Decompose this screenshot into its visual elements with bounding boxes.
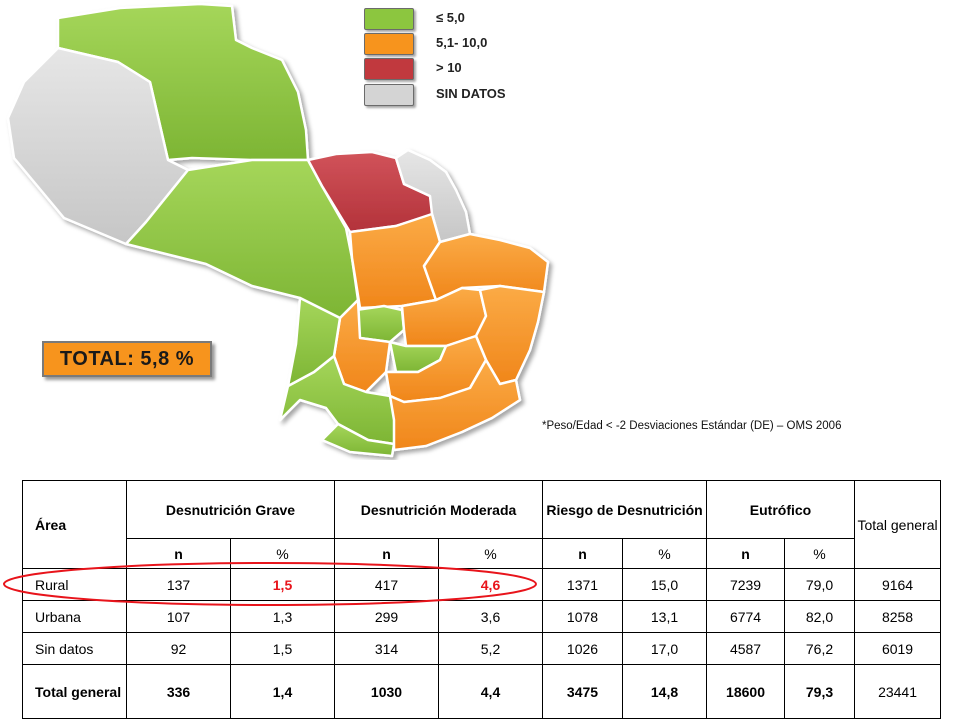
col-header-moderada: Desnutrición Moderada	[334, 480, 543, 539]
table-cell-highlight: 1,5	[230, 568, 335, 601]
legend-label: > 10	[436, 60, 462, 75]
orange-swatch-icon	[364, 33, 414, 55]
table-cell: 13,1	[621, 600, 708, 633]
table-cell: 1,5	[230, 632, 335, 665]
table-cell: 92	[126, 632, 231, 665]
green-swatch-icon	[364, 8, 414, 30]
table-cell: 107	[126, 600, 231, 633]
table-cell: 417	[334, 568, 439, 601]
region-amambay	[394, 148, 472, 244]
table-row-total-general: Total general 336 1,4 1030 4,4 3475 14,8…	[22, 664, 942, 719]
legend-item-green: ≤ 5,0	[364, 8, 465, 30]
gray-swatch-icon	[364, 84, 414, 106]
table-cell: 82,0	[784, 600, 856, 633]
subheader-n: n	[706, 538, 786, 569]
paraguay-map	[6, 2, 550, 458]
table-cell: 79,0	[784, 568, 856, 601]
table-cell: 17,0	[621, 632, 708, 665]
table-row-rural: Rural 137 1,5 417 4,6 1371 15,0 7239 79,…	[22, 568, 942, 601]
region-paraguari	[286, 296, 342, 388]
table-cell: 4587	[706, 632, 786, 665]
table-cell: 79,3	[784, 664, 856, 719]
table-cell: 1030	[334, 664, 439, 719]
red-swatch-icon	[364, 58, 414, 80]
subheader-n: n	[542, 538, 623, 569]
legend-label: ≤ 5,0	[436, 10, 465, 25]
table-cell: 1026	[542, 632, 623, 665]
table-cell: 7239	[706, 568, 786, 601]
col-header-grave: Desnutrición Grave	[126, 480, 335, 539]
col-header-eutrofico: Eutrófico	[706, 480, 856, 539]
col-header-riesgo: Riesgo de Desnutrición	[541, 480, 708, 539]
region-itapua	[388, 358, 522, 452]
table-cell: 3,6	[438, 600, 543, 633]
legend-item-gray: SIN DATOS	[364, 84, 506, 106]
subheader-n: n	[334, 538, 439, 569]
table-cell: 3475	[542, 664, 623, 719]
legend-item-red: > 10	[364, 58, 462, 80]
table-cell: 299	[334, 600, 439, 633]
subheader-n: n	[126, 538, 231, 569]
region-misiones	[320, 422, 396, 458]
table-cell: 76,2	[784, 632, 856, 665]
row-label: Urbana	[22, 600, 127, 633]
table-cell-total: 6019	[854, 632, 942, 665]
footnote: *Peso/Edad < -2 Desviaciones Estándar (D…	[542, 420, 842, 432]
table-cell: 1,3	[230, 600, 335, 633]
table-cell: 5,2	[438, 632, 543, 665]
row-label: Total general	[22, 664, 127, 719]
table-cell: 336	[126, 664, 231, 719]
subheader-pct: %	[621, 538, 708, 569]
col-header-area: Área	[22, 480, 127, 569]
table-cell: 1078	[542, 600, 623, 633]
table-row-sin-datos: Sin datos 92 1,5 314 5,2 1026 17,0 4587 …	[22, 632, 942, 665]
subheader-pct: %	[784, 538, 856, 569]
table-subheader-row: n % n % n % n %	[23, 538, 941, 569]
table-cell-highlight: 4,6	[438, 568, 543, 601]
data-table: Área Desnutrición Grave Desnutrición Mod…	[22, 480, 942, 719]
table-cell-total: 8258	[854, 600, 942, 633]
table-cell-total: 9164	[854, 568, 942, 601]
map-area: ≤ 5,0 5,1- 10,0 > 10 SIN DATOS TOTAL: 5,…	[6, 2, 842, 458]
subheader-pct: %	[438, 538, 543, 569]
legend-label: SIN DATOS	[436, 86, 506, 101]
table-row-urbana: Urbana 107 1,3 299 3,6 1078 13,1 6774 82…	[22, 600, 942, 633]
row-label: Rural	[22, 568, 127, 601]
table-cell: 137	[126, 568, 231, 601]
region-cordillera	[354, 304, 406, 344]
legend-label: 5,1- 10,0	[436, 35, 488, 50]
table-cell: 14,8	[621, 664, 708, 719]
table-cell: 18600	[706, 664, 786, 719]
row-label: Sin datos	[22, 632, 127, 665]
table-cell: 1,4	[230, 664, 335, 719]
subheader-pct: %	[230, 538, 335, 569]
table-cell: 1371	[542, 568, 623, 601]
legend-item-orange: 5,1- 10,0	[364, 33, 487, 55]
table-cell-total: 23441	[854, 664, 942, 719]
table-cell: 4,4	[438, 664, 543, 719]
region-presidente-hayes	[124, 158, 360, 320]
table-header-row: Área Desnutrición Grave Desnutrición Mod…	[22, 480, 942, 569]
col-header-total: Total general	[854, 480, 942, 569]
table-cell: 314	[334, 632, 439, 665]
total-label-box: TOTAL: 5,8 %	[42, 341, 212, 377]
table-cell: 6774	[706, 600, 786, 633]
table-cell: 15,0	[621, 568, 708, 601]
